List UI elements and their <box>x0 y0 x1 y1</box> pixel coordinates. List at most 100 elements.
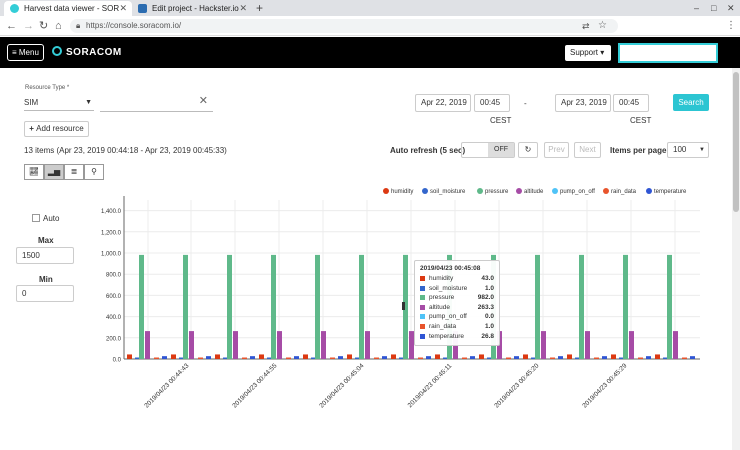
bar-humidity <box>655 354 660 359</box>
auto-refresh-toggle[interactable]: OFF <box>461 142 515 158</box>
support-button[interactable]: Support ▾ <box>565 45 611 61</box>
url-bar[interactable]: 🔒︎ https://console.soracom.io/ <box>70 19 618 33</box>
auto-refresh-label: Auto refresh (5 sec) <box>390 146 466 155</box>
back-arrow-icon[interactable]: ← <box>6 20 17 32</box>
page-scrollbar[interactable] <box>732 68 740 450</box>
tooltip-row-soil-moisture: soil_moisture 1.0 <box>420 284 494 294</box>
auto-checkbox[interactable] <box>32 214 40 222</box>
bar-altitude <box>321 331 326 359</box>
tooltip-series-name: pressure <box>429 294 455 302</box>
bar-rain-data <box>374 357 379 359</box>
forward-arrow-icon[interactable]: → <box>23 20 34 32</box>
bar-soil-moisture <box>311 357 316 359</box>
y-tick-label: 800.0 <box>106 273 122 279</box>
minimize-window-button[interactable]: – <box>694 3 700 13</box>
browser-tab-hackster[interactable]: Edit project - Hackster.io ✕ <box>132 1 252 16</box>
stacked-chart-view-button[interactable]: ≣ <box>64 164 84 180</box>
add-resource-button[interactable]: + Add resource <box>24 121 89 137</box>
header-search-input[interactable] <box>618 43 718 63</box>
start-timezone: CEST <box>490 116 512 125</box>
bar-rain-data <box>594 357 599 359</box>
chart-tooltip: 2019/04/23 00:45:08 humidity 43.0 soil_moi… <box>414 260 500 346</box>
new-tab-button[interactable]: + <box>256 1 264 15</box>
reload-icon[interactable]: ↻ <box>39 20 49 32</box>
end-time-field[interactable]: 00:45 <box>613 94 649 112</box>
close-window-button[interactable]: ✕ <box>727 3 735 13</box>
bar-pressure <box>535 254 540 359</box>
refresh-button[interactable]: ↻ <box>518 142 538 158</box>
bar-soil-moisture <box>399 357 404 359</box>
tooltip-title: 2019/04/23 00:45:08 <box>420 265 481 272</box>
bar-pressure <box>271 254 276 359</box>
y-tick-label: 0.0 <box>113 358 122 364</box>
caret-down-icon: ▾ <box>600 48 605 57</box>
end-date-field[interactable]: Apr 23, 2019 <box>555 94 611 112</box>
legend-item-pressure[interactable]: pressure <box>477 188 508 195</box>
browser-tab-harvest[interactable]: Harvest data viewer - SOR ✕ <box>4 1 132 16</box>
clear-icon[interactable]: ✕ <box>198 95 208 107</box>
legend-label: altitude <box>524 189 544 195</box>
menu-button[interactable]: ≡ Menu <box>7 44 44 61</box>
legend-item-altitude[interactable]: altitude <box>516 188 543 195</box>
legend-item-pump-on-off[interactable]: pump_on_off <box>552 188 595 195</box>
resource-type-select[interactable]: SIM ▼ <box>24 95 94 111</box>
bookmark-star-icon[interactable]: ☆ <box>598 20 607 31</box>
resource-type-value: SIM <box>24 98 39 107</box>
prev-button[interactable]: Prev <box>544 142 569 158</box>
x-tick-label: 2019/04/23 00:44:55 <box>231 362 278 409</box>
legend-swatch <box>477 188 483 194</box>
maximize-window-button[interactable]: □ <box>711 3 717 13</box>
items-per-page-select[interactable]: 100 ▼ <box>667 142 709 158</box>
tooltip-swatch <box>420 304 425 310</box>
translate-icon[interactable]: ⇄ <box>582 21 590 31</box>
resource-input[interactable]: ✕ <box>100 92 213 112</box>
start-time-field[interactable]: 00:45 <box>474 94 510 112</box>
max-label: Max <box>38 236 54 245</box>
min-label: Min <box>39 275 53 284</box>
legend-item-rain-data[interactable]: rain_data <box>603 188 636 195</box>
mouse-cursor-icon <box>402 302 405 310</box>
min-input[interactable]: 0 <box>16 285 74 302</box>
map-view-button[interactable]: ⚲ <box>84 164 104 180</box>
soracom-logo[interactable]: SORACOM <box>52 46 122 58</box>
bar-humidity <box>611 354 616 359</box>
bar-rain-data <box>550 357 555 359</box>
start-date-field[interactable]: Apr 22, 2019 <box>415 94 471 112</box>
home-icon[interactable]: ⌂ <box>55 20 62 32</box>
bar-altitude <box>365 331 370 359</box>
bar-soil-moisture <box>355 357 360 359</box>
tooltip-series-value: 0.0 <box>484 313 494 321</box>
bar-altitude <box>145 331 150 359</box>
bar-pressure <box>139 254 144 359</box>
bar-temperature <box>250 356 255 359</box>
bar-humidity <box>435 354 440 359</box>
bar-soil-moisture <box>443 357 448 359</box>
legend-item-soil-moisture[interactable]: soil_moisture <box>422 188 465 195</box>
legend-item-temperature[interactable]: temperature <box>646 188 686 195</box>
bar-altitude <box>409 331 414 359</box>
bar-pressure <box>403 254 408 359</box>
resource-type-label: Resource Type * <box>25 85 70 91</box>
bar-chart-view-button[interactable]: ▂▅ <box>44 164 64 180</box>
line-chart-view-button[interactable]: 📈︎ <box>24 164 44 180</box>
next-button[interactable]: Next <box>574 142 601 158</box>
map-pin-icon: ⚲ <box>91 167 97 176</box>
close-tab-icon[interactable]: ✕ <box>119 3 127 13</box>
tooltip-row-temperature: temperature 26.8 <box>420 332 494 342</box>
bar-pressure <box>183 254 188 359</box>
tooltip-row-altitude: altitude 263.3 <box>420 303 494 313</box>
y-tick-label: 1,200.0 <box>101 230 122 236</box>
close-tab-icon[interactable]: ✕ <box>239 3 247 13</box>
scrollbar-thumb[interactable] <box>733 72 739 212</box>
bar-altitude <box>673 331 678 359</box>
legend-label: humidity <box>391 189 414 195</box>
legend-item-humidity[interactable]: humidity <box>383 188 413 195</box>
legend-swatch <box>603 188 609 194</box>
bar-humidity <box>567 354 572 359</box>
bar-temperature <box>294 356 299 359</box>
search-button[interactable]: Search <box>673 94 709 111</box>
browser-menu-icon[interactable]: ⋮ <box>726 20 736 31</box>
tooltip-row-pump-on-off: pump_on_off 0.0 <box>420 312 494 322</box>
bar-rain-data <box>462 357 467 359</box>
max-input[interactable]: 1500 <box>16 247 74 264</box>
